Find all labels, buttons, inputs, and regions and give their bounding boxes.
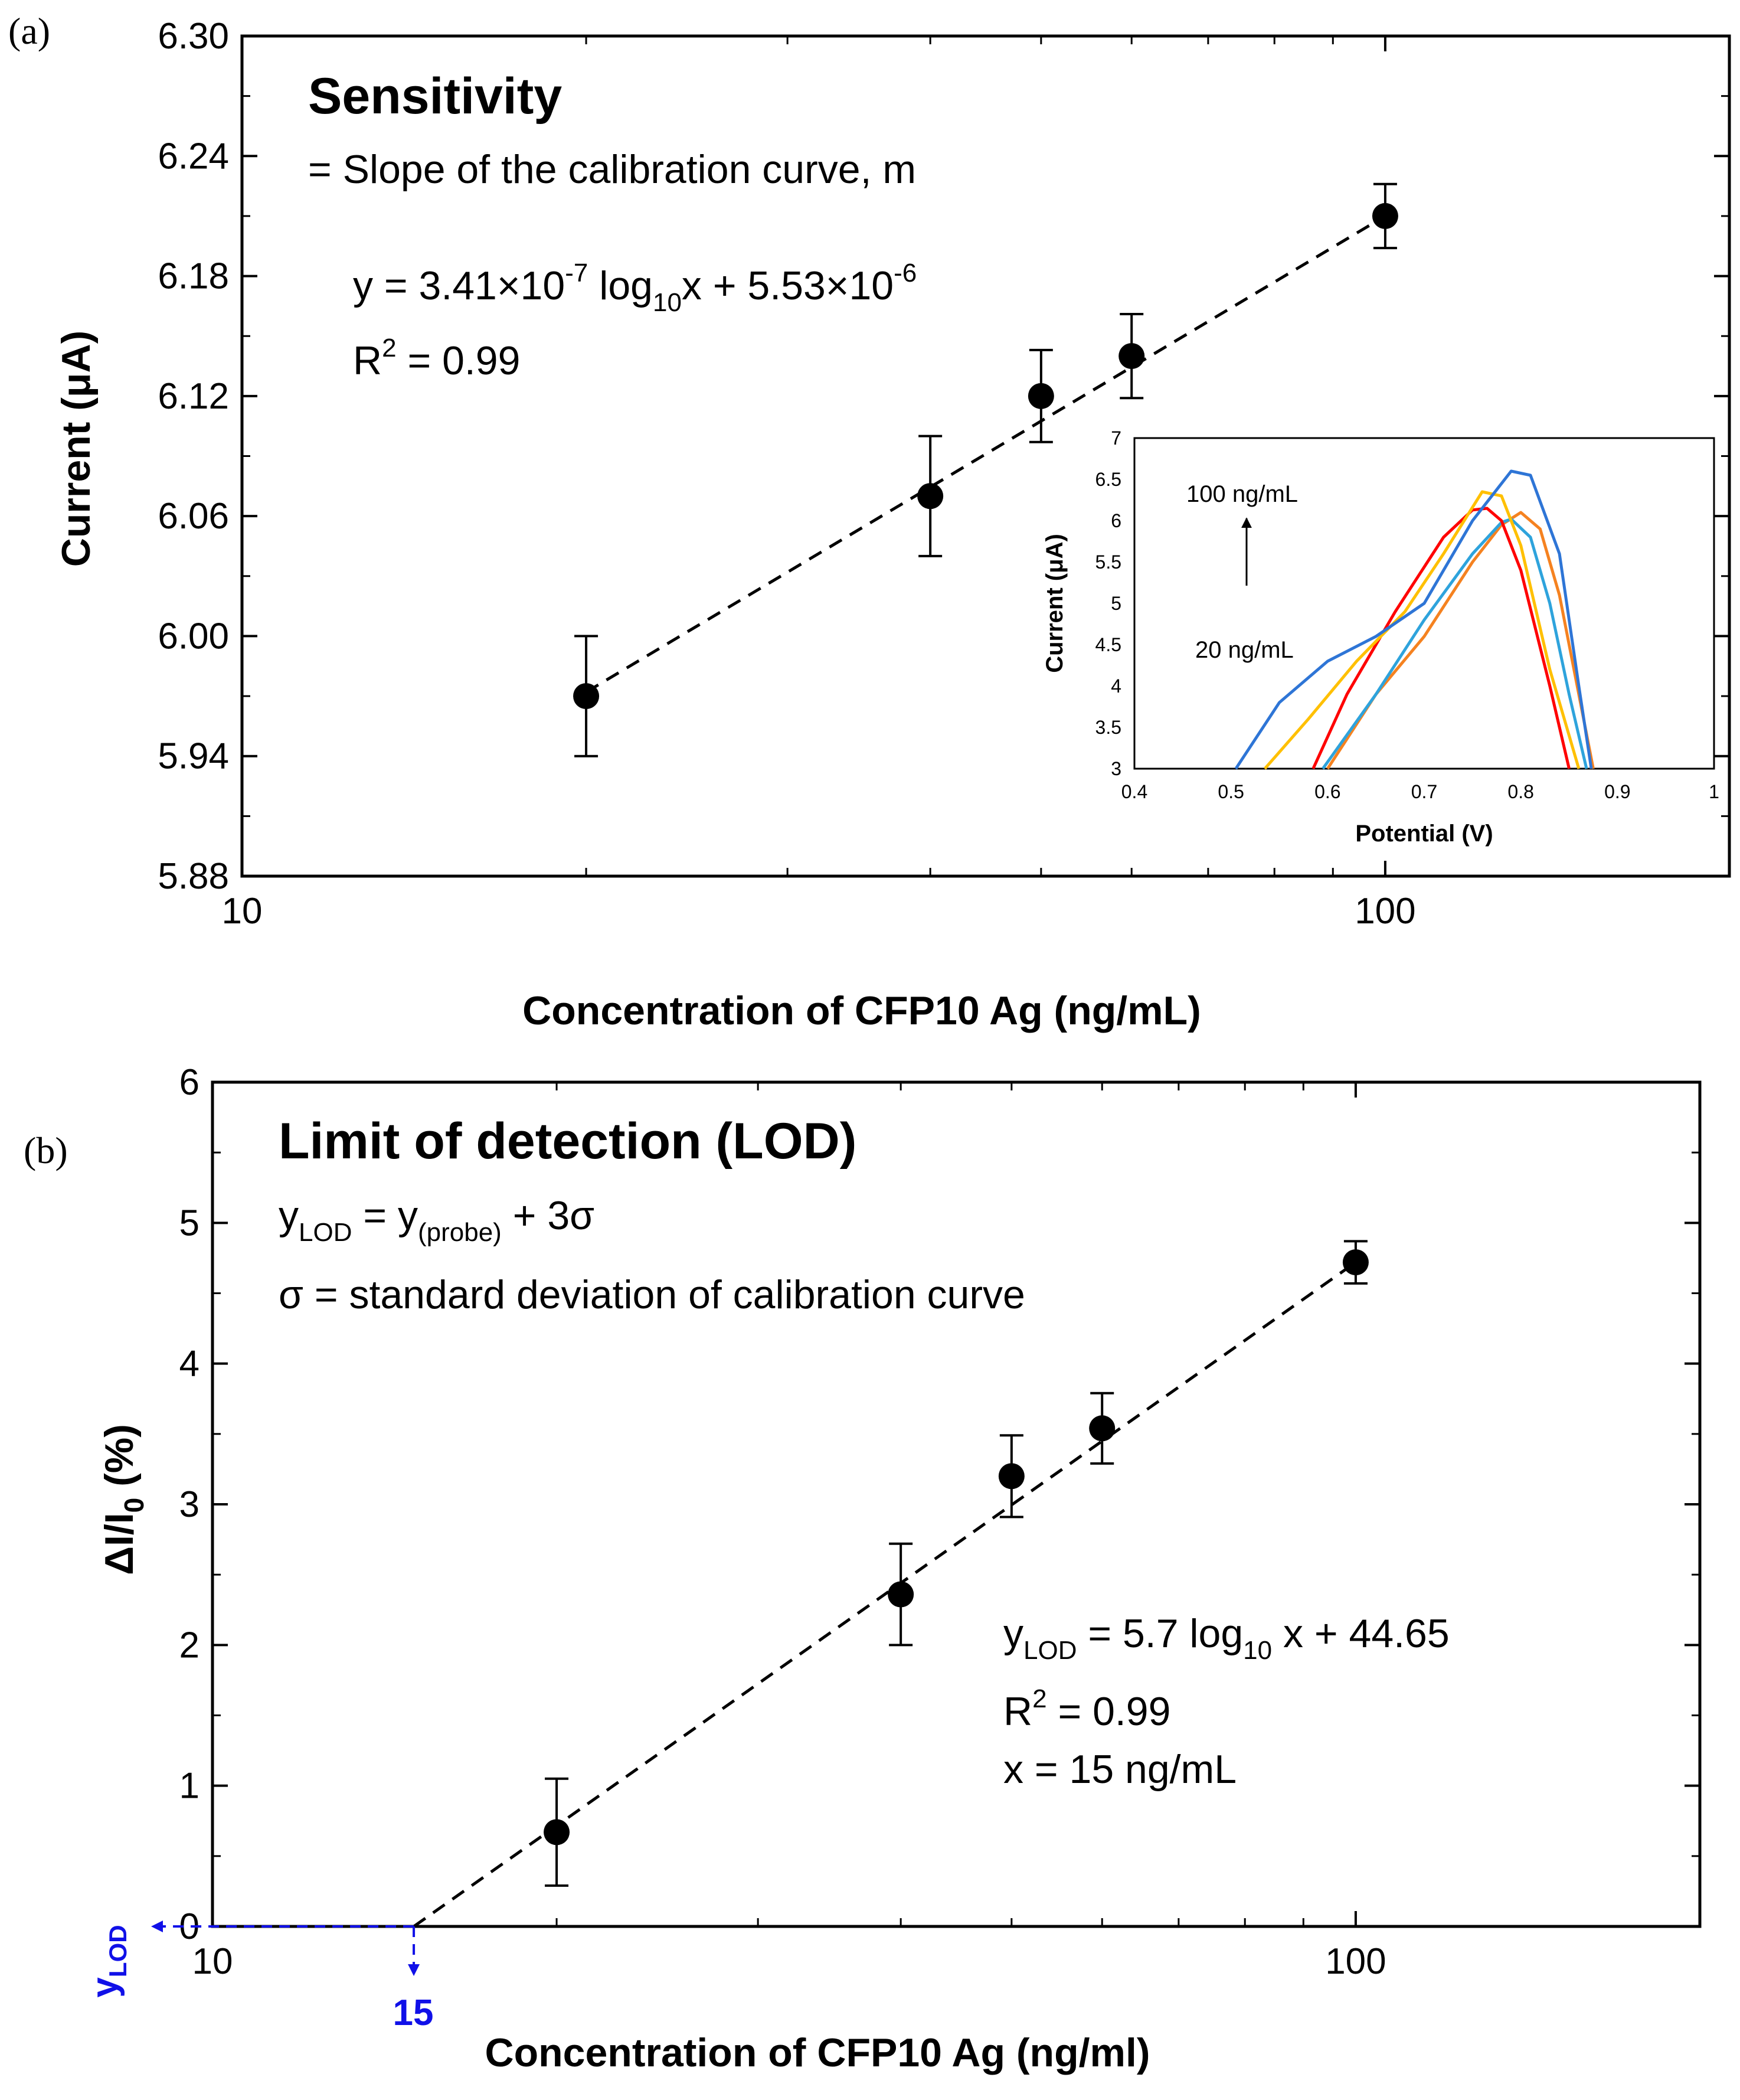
panel-b-equation: yLOD = 5.7 log10 x + 44.65 bbox=[1003, 1611, 1450, 1665]
inset-y-tick-label: 6.5 bbox=[1095, 469, 1121, 490]
panel-a-y-tick-label: 6.24 bbox=[158, 136, 229, 177]
inset-annotation-top: 100 ng/mL bbox=[1186, 481, 1298, 507]
panel-b-heading: Limit of detection (LOD) bbox=[279, 1113, 856, 1170]
panel-b-y-axis-title: ΔI/I0 (%) bbox=[97, 1424, 149, 1575]
inset-y-tick-label: 4 bbox=[1111, 675, 1121, 697]
inset-axes: 0.4 0.5 0.6 0.7 0.8 0.9 1 7 6.5 6 5.5 5 4.5 4 3.5 3 bbox=[1095, 427, 1719, 802]
panel-b-y-tick-label: 6 bbox=[179, 1062, 199, 1103]
panel-b-fit-line bbox=[413, 1261, 1357, 1928]
panel-b-data-point bbox=[1342, 1249, 1369, 1276]
panel-b-y-tick-label: 2 bbox=[179, 1625, 199, 1665]
panel-b-x-tick-label: 100 bbox=[1325, 1941, 1386, 1982]
inset-y-tick-label: 6 bbox=[1111, 510, 1121, 531]
panel-a-y-tick-label: 6.30 bbox=[158, 16, 229, 57]
inset-y-tick-label: 3 bbox=[1111, 758, 1121, 779]
panel-a-x-axis: 10 100 bbox=[222, 36, 1731, 932]
inset-y-tick-label: 5.5 bbox=[1095, 551, 1121, 573]
panel-a-y-tick-label: 6.00 bbox=[158, 616, 229, 657]
panel-b-fit-dashed-line bbox=[413, 1261, 1357, 1928]
panel-b-data-point bbox=[1089, 1415, 1116, 1442]
panel-a-label: (a) bbox=[8, 10, 50, 52]
panel-a-y-tick-label: 6.18 bbox=[158, 256, 229, 297]
inset-annotation-bottom: 20 ng/mL bbox=[1195, 637, 1294, 663]
panel-a: (a) 6.306.246.186.126.066.005.945.88 10 1… bbox=[8, 10, 1731, 1033]
inset-curve-5 bbox=[1234, 469, 1593, 770]
inset-y-tick-label: 4.5 bbox=[1095, 634, 1121, 655]
panel-a-y-tick-label: 6.06 bbox=[158, 496, 229, 537]
inset-x-tick-label: 0.6 bbox=[1314, 781, 1340, 802]
panel-b-y-tick-label: 4 bbox=[179, 1344, 199, 1384]
panel-b-y-tick-label: 5 bbox=[179, 1203, 199, 1243]
inset-x-tick-label: 0.9 bbox=[1604, 781, 1630, 802]
panel-b-formula: yLOD = y(probe) + 3σ bbox=[279, 1193, 594, 1247]
panel-a-x-axis-title: Concentration of CFP10 Ag (ng/mL) bbox=[522, 988, 1201, 1033]
panel-a-equation: y = 3.41×10-7 log10x + 5.53×10-6 bbox=[353, 259, 917, 317]
panel-b-x-tick-label: 10 bbox=[192, 1941, 233, 1982]
panel-b-label: (b) bbox=[24, 1129, 68, 1171]
panel-a-fit-line bbox=[585, 214, 1386, 694]
inset-y-tick-label: 3.5 bbox=[1095, 717, 1121, 738]
inset-x-tick-label: 0.7 bbox=[1411, 781, 1437, 802]
panel-a-data-point bbox=[1028, 383, 1054, 409]
panel-a-x-tick-label: 100 bbox=[1355, 891, 1415, 932]
panel-b-lod-marker bbox=[151, 1921, 420, 1976]
inset-x-tick-label: 0.5 bbox=[1218, 781, 1244, 802]
panel-b-data-point bbox=[998, 1463, 1025, 1490]
lod-x-label: 15 bbox=[393, 1993, 434, 2033]
panel-b-y-tick-label: 3 bbox=[179, 1484, 199, 1525]
panel-a-data-point bbox=[573, 683, 600, 710]
panel-a-y-axis: 6.30 6.24 6.18 6.12 6.06 6.00 5.94 5.88 bbox=[158, 16, 1729, 897]
panel-a-data-point bbox=[917, 483, 944, 510]
panel-a-subtitle: = Slope of the calibration curve, m bbox=[308, 147, 916, 192]
panel-b-plot-frame bbox=[211, 1080, 1702, 1928]
panel-a-y-tick-label: 6.12 bbox=[158, 376, 229, 417]
panel-b-r-squared: R2 = 0.99 bbox=[1003, 1684, 1170, 1734]
inset-y-tick-label: 7 bbox=[1111, 427, 1121, 449]
panel-b-x-axis: 10 100 bbox=[192, 1082, 1701, 1982]
inset-curve-2 bbox=[1322, 517, 1588, 770]
panel-a-data-point bbox=[1372, 203, 1398, 229]
panel-b-x-axis-title: Concentration of CFP10 Ag (ng/ml) bbox=[485, 2030, 1150, 2075]
panel-a-data-points bbox=[573, 182, 1398, 757]
panel-a-data-point bbox=[1118, 343, 1145, 370]
panel-a-y-tick-label: 5.88 bbox=[158, 856, 229, 897]
panel-a-y-tick-label: 5.94 bbox=[158, 736, 229, 777]
inset-curve-4 bbox=[1264, 490, 1581, 770]
inset-x-tick-label: 1 bbox=[1709, 781, 1719, 802]
inset-chart: 0.4 0.5 0.6 0.7 0.8 0.9 1 7 6.5 6 5.5 5 4.5 4 3.5 3 100… bbox=[1042, 427, 1719, 847]
inset-x-tick-label: 0.8 bbox=[1507, 781, 1533, 802]
lod-y-label: yLOD bbox=[84, 1925, 132, 1997]
panel-b-x-result: x = 15 ng/mL bbox=[1003, 1747, 1237, 1792]
panel-b-sigma-note: σ = standard deviation of calibration cu… bbox=[279, 1272, 1025, 1317]
panel-a-x-tick-label: 10 bbox=[222, 891, 263, 932]
panel-b-data-point bbox=[544, 1819, 570, 1846]
inset-y-tick-label: 5 bbox=[1111, 593, 1121, 614]
panel-b-data-point bbox=[888, 1581, 914, 1608]
panel-b-data-points bbox=[544, 1240, 1369, 1887]
panel-a-y-axis-title: Current (μA) bbox=[54, 331, 99, 567]
inset-x-axis-title: Potential (V) bbox=[1355, 821, 1493, 847]
inset-x-tick-label: 0.4 bbox=[1121, 781, 1147, 802]
inset-curves bbox=[1234, 469, 1595, 770]
inset-y-axis-title: Current (μA) bbox=[1042, 534, 1068, 673]
panel-a-heading: Sensitivity bbox=[308, 68, 562, 125]
panel-a-fit-dashed-line bbox=[585, 214, 1386, 694]
panel-a-r-squared: R2 = 0.99 bbox=[353, 334, 520, 383]
panel-b-y-tick-label: 1 bbox=[179, 1766, 199, 1807]
